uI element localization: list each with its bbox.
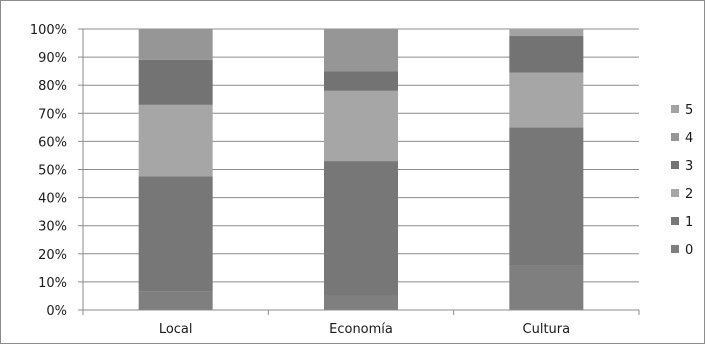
legend-label: 5 [685,103,693,118]
bar-segment-5 [509,29,584,37]
legend-label: 1 [685,215,693,230]
bar-segment-0 [138,291,213,310]
axes: 0% 10% 20% 30% 40% 50% 60% 70% 80% 90% 100% Local Ec… [30,23,640,337]
legend-label: 4 [685,131,693,146]
legend-label: 0 [685,243,693,258]
y-tick-label: 40% [38,192,67,207]
bar-segment-3 [138,59,213,105]
legend-label: 2 [685,187,693,202]
legend-swatch-2 [671,189,679,197]
legend-swatch-5 [671,105,679,113]
bar-segment-2 [138,104,213,177]
y-tick-label: 90% [38,51,67,66]
bar-segment-2 [324,90,398,162]
legend-swatch-4 [671,133,679,141]
y-tick-label: 10% [38,276,67,291]
y-tick-label: 20% [38,248,67,263]
bar-segment-4 [324,29,398,72]
x-tick-label: Economía [329,322,393,337]
y-tick-label: 50% [38,164,67,179]
y-tick-label: 30% [38,220,67,235]
bar-segment-1 [509,127,584,266]
y-tick-label: 70% [38,107,67,122]
bar-segment-0 [324,295,398,310]
x-tick-label: Cultura [523,322,571,337]
legend: 5 4 3 2 1 0 [671,103,693,258]
bar-segment-4 [138,29,213,60]
y-tick-label: 60% [38,135,67,150]
x-tick-label: Local [159,322,193,337]
legend-label: 3 [685,159,693,174]
bar-segment-1 [324,161,398,296]
legend-swatch-1 [671,217,679,225]
y-tick-label: 80% [38,79,67,94]
bar-segment-2 [509,72,584,128]
bar-segment-1 [138,176,213,292]
legend-swatch-0 [671,245,679,253]
bar-segment-3 [509,36,584,73]
y-tick-label: 100% [30,23,67,38]
legend-swatch-3 [671,161,679,169]
bars [138,29,584,310]
bar-segment-3 [324,71,398,91]
y-tick-label: 0% [46,304,67,319]
bar-segment-0 [509,265,584,310]
